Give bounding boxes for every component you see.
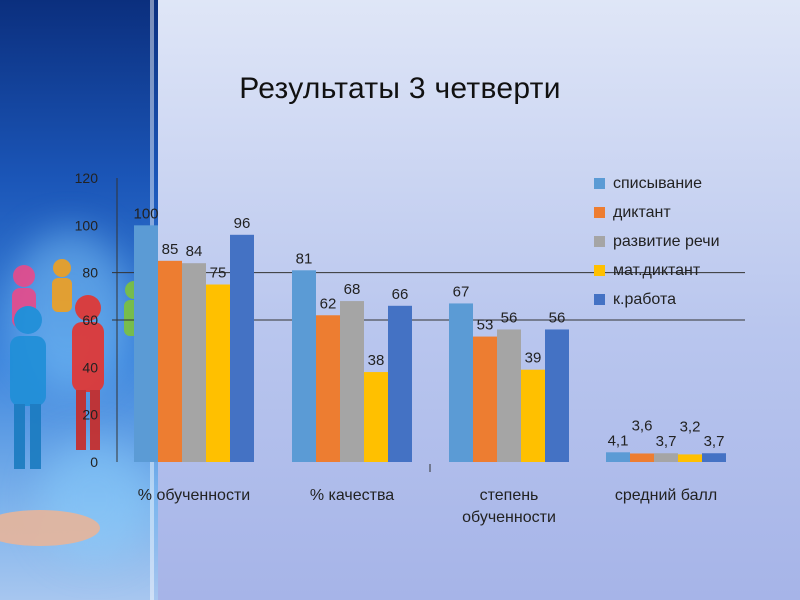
x-category-label: степень [480, 487, 539, 504]
data-label: 56 [501, 309, 518, 326]
x-category-label: обученности [462, 509, 556, 526]
x-category-label: % качества [310, 487, 394, 504]
bar [292, 270, 316, 462]
data-label: 53 [477, 317, 494, 334]
legend-label: к.работа [613, 291, 676, 308]
y-tick-label: 20 [82, 407, 98, 423]
x-axis-labels: % обученности % качества степень обученност… [138, 487, 717, 526]
legend-swatch [594, 207, 605, 218]
bar [206, 284, 230, 462]
bar-series [134, 225, 726, 462]
data-label: 84 [186, 243, 203, 260]
data-label: 100 [133, 205, 158, 222]
legend-swatch [594, 178, 605, 189]
y-tick-label: 60 [82, 312, 98, 328]
bar [340, 301, 364, 462]
bar [678, 454, 702, 462]
bar [606, 452, 630, 462]
legend: списывание диктант развитие речи мат.диктан… [594, 175, 720, 308]
bar [134, 225, 158, 462]
legend-swatch [594, 294, 605, 305]
data-label: 75 [210, 265, 227, 282]
legend-label: списывание [613, 175, 702, 192]
data-label: 38 [368, 352, 385, 369]
data-label: 3,2 [680, 418, 701, 435]
x-category-label: средний балл [615, 487, 717, 504]
bar [497, 329, 521, 462]
decorative-side-panel [0, 0, 158, 600]
page-title: Результаты 3 четверти [239, 72, 561, 105]
bar [182, 263, 206, 462]
bar [654, 453, 678, 462]
bar [473, 336, 497, 462]
data-label: 56 [549, 309, 566, 326]
y-axis: 0 20 40 60 80 100 120 [75, 170, 431, 472]
data-label: 68 [344, 281, 361, 298]
x-category-label: % обученности [138, 487, 250, 504]
data-label: 85 [162, 241, 179, 258]
legend-swatch [594, 236, 605, 247]
legend-label: развитие речи [613, 233, 720, 250]
data-label: 3,7 [656, 433, 677, 450]
y-tick-label: 120 [75, 170, 99, 186]
bar [364, 372, 388, 462]
legend-swatch [594, 265, 605, 276]
bar [230, 234, 254, 462]
data-label: 3,6 [632, 417, 653, 434]
data-label: 4,1 [608, 432, 629, 449]
data-label: 62 [320, 295, 337, 312]
data-label: 3,7 [704, 433, 725, 450]
bar [316, 315, 340, 462]
y-tick-label: 100 [75, 217, 99, 233]
data-label: 81 [296, 250, 313, 267]
bar [521, 369, 545, 462]
data-label: 66 [392, 286, 409, 303]
y-tick-label: 40 [82, 359, 98, 375]
legend-label: мат.диктант [613, 262, 701, 279]
data-label: 96 [234, 215, 251, 232]
bar [545, 329, 569, 462]
y-tick-label: 0 [90, 454, 98, 470]
bar [630, 453, 654, 462]
data-label: 67 [453, 283, 470, 300]
data-label: 39 [525, 350, 542, 367]
bar [702, 453, 726, 462]
bar [158, 260, 182, 462]
legend-label: диктант [613, 204, 671, 221]
bar [388, 305, 412, 462]
people-illustration [0, 259, 144, 546]
y-tick-label: 80 [82, 265, 98, 281]
bar [449, 303, 473, 462]
